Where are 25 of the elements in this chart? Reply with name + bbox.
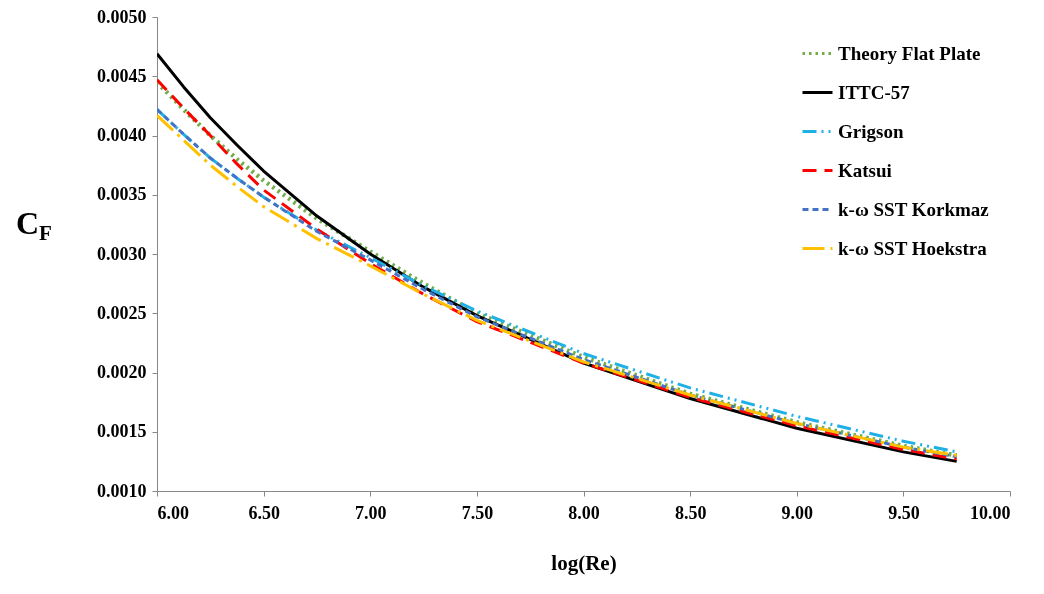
x-tick-label: 9.00 bbox=[781, 502, 813, 523]
legend-label: k-ω SST Hoekstra bbox=[838, 237, 988, 259]
legend-label: k-ω SST Korkmaz bbox=[838, 198, 990, 220]
x-tick-label: 10.00 bbox=[970, 502, 1011, 523]
x-tick-label: 7.00 bbox=[355, 502, 387, 523]
y-tick-label: 0.0035 bbox=[97, 184, 147, 205]
x-tick-label: 7.50 bbox=[461, 502, 494, 523]
y-tick-label: 0.0050 bbox=[97, 6, 147, 27]
x-tick-label: 9.50 bbox=[888, 502, 920, 523]
legend-label: Grigson bbox=[838, 120, 904, 142]
x-tick-label: 6.50 bbox=[248, 502, 280, 523]
y-tick-label: 0.0045 bbox=[97, 65, 147, 86]
y-tick-label: 0.0030 bbox=[97, 243, 147, 264]
y-tick-label: 0.0025 bbox=[97, 302, 147, 323]
legend-label: ITTC-57 bbox=[838, 81, 911, 103]
legend-label: Katsui bbox=[838, 159, 892, 181]
x-tick-label: 8.50 bbox=[674, 502, 707, 523]
legend-label: Theory Flat Plate bbox=[838, 42, 981, 64]
y-tick-label: 0.0040 bbox=[97, 125, 147, 145]
y-tick-label: 0.0010 bbox=[97, 480, 147, 501]
y-tick-label: 0.0015 bbox=[97, 421, 147, 442]
x-tick-label: 8.00 bbox=[568, 502, 600, 523]
y-tick-label: 0.0020 bbox=[97, 362, 147, 382]
x-tick-label: 6.00 bbox=[157, 502, 189, 523]
x-axis-title: log(Re) bbox=[551, 550, 617, 575]
